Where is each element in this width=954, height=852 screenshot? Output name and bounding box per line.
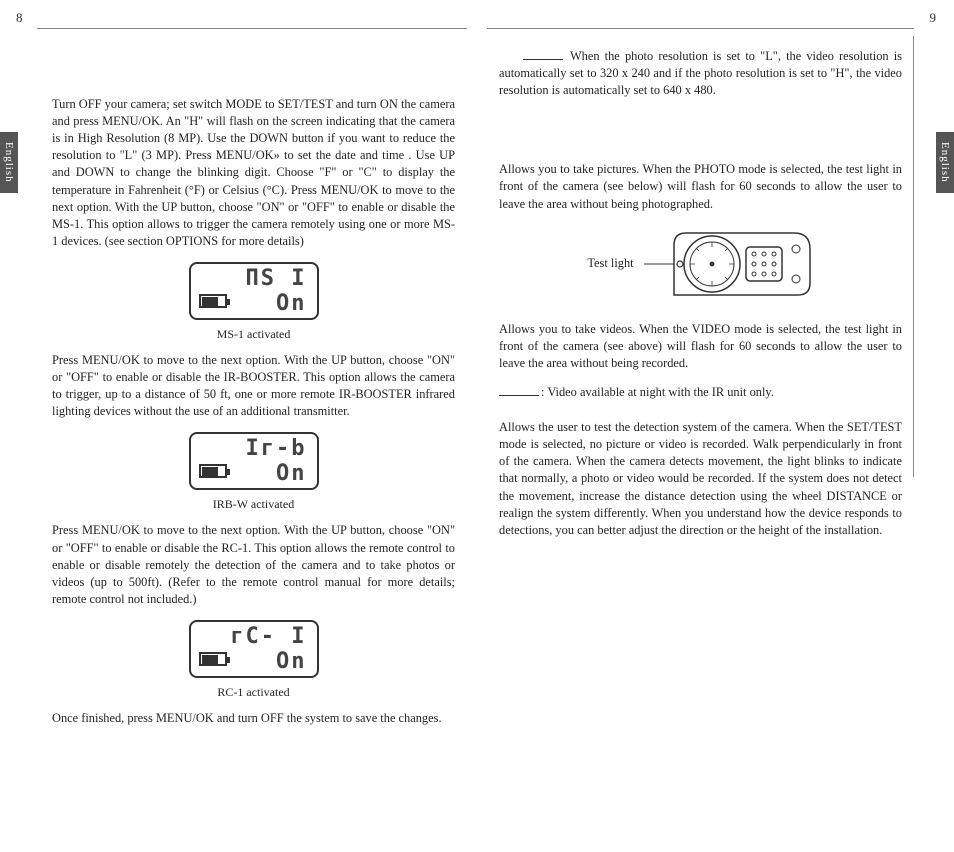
camera-front-icon xyxy=(644,225,814,303)
right-para-4: Allows the user to test the detection sy… xyxy=(499,419,902,539)
right-para-1: When the photo resolution is set to "L",… xyxy=(499,48,902,99)
left-para-1: Turn OFF your camera; set switch MODE to… xyxy=(52,96,455,250)
lcd-rc1-caption: RC-1 activated xyxy=(52,685,455,700)
lcd-rc1-top: гС- І xyxy=(230,624,306,649)
lcd-ms1-top: ΠЅ І xyxy=(246,266,307,291)
lcd-irb-top: Іг-b xyxy=(246,436,307,461)
right-para-2: Allows you to take pictures. When the PH… xyxy=(499,161,902,212)
test-light-label: Test light xyxy=(587,256,633,271)
page-number-left: 8 xyxy=(16,10,23,26)
left-para-2: Press MENU/OK to move to the next option… xyxy=(52,352,455,420)
lcd-box-ms1: ΠЅ І Оn xyxy=(189,262,319,320)
left-para-1a-text: Turn OFF your camera; set switch MODE to… xyxy=(52,97,455,162)
manual-spread: 8 English Turn OFF your camera; set swit… xyxy=(0,0,954,852)
language-tab-right: English xyxy=(936,132,954,193)
right-para-3: Allows you to take videos. When the VIDE… xyxy=(499,321,902,372)
blank-line-icon xyxy=(499,395,539,396)
lcd-irb-bottom: Оn xyxy=(276,461,307,486)
margin-rule-right xyxy=(913,36,914,477)
lcd-box-irb: Іг-b Оn xyxy=(189,432,319,490)
header-rule-right xyxy=(487,28,914,29)
battery-icon xyxy=(199,652,227,666)
language-tab-left: English xyxy=(0,132,18,193)
right-note-text: : Video available at night with the IR u… xyxy=(541,385,774,399)
page-left: 8 English Turn OFF your camera; set swit… xyxy=(0,0,477,852)
left-para-3: Press MENU/OK to move to the next option… xyxy=(52,522,455,608)
left-content: Turn OFF your camera; set switch MODE to… xyxy=(52,96,455,739)
lcd-box-rc1: гС- І Оn xyxy=(189,620,319,678)
left-para-1b-text: . Use UP and DOWN to change the blinking… xyxy=(52,148,455,248)
left-para-4: Once finished, press MENU/OK and turn OF… xyxy=(52,710,455,727)
blank-line-icon xyxy=(523,59,563,60)
right-note: : Video available at night with the IR u… xyxy=(499,384,902,401)
lcd-rc1-bottom: Оn xyxy=(276,649,307,674)
lcd-irb-caption: IRB-W activated xyxy=(52,497,455,512)
lcd-figure-irb: Іг-b Оn IRB-W activated xyxy=(52,432,455,512)
page-right: 9 English When the photo resolution is s… xyxy=(477,0,954,852)
camera-figure: Test light xyxy=(499,225,902,303)
lcd-figure-ms1: ΠЅ І Оn MS-1 activated xyxy=(52,262,455,342)
lcd-figure-rc1: гС- І Оn RC-1 activated xyxy=(52,620,455,700)
right-content: When the photo resolution is set to "L",… xyxy=(499,48,902,551)
page-number-right: 9 xyxy=(930,10,937,26)
battery-icon xyxy=(199,294,227,308)
lcd-ms1-caption: MS-1 activated xyxy=(52,327,455,342)
header-rule-left xyxy=(37,28,467,29)
right-para-1-text: When the photo resolution is set to "L",… xyxy=(499,49,902,97)
lcd-ms1-bottom: Оn xyxy=(276,291,307,316)
battery-icon xyxy=(199,464,227,478)
